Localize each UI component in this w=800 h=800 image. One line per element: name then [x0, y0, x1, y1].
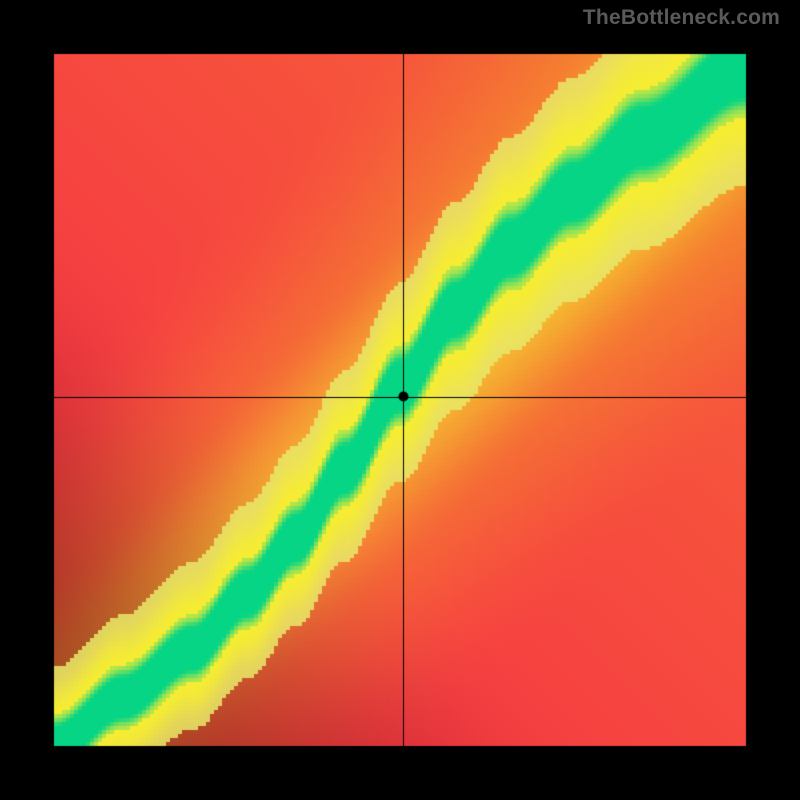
watermark-text: TheBottleneck.com: [583, 6, 780, 30]
bottleneck-heatmap-canvas: [0, 0, 800, 800]
chart-container: TheBottleneck.com: [0, 0, 800, 800]
